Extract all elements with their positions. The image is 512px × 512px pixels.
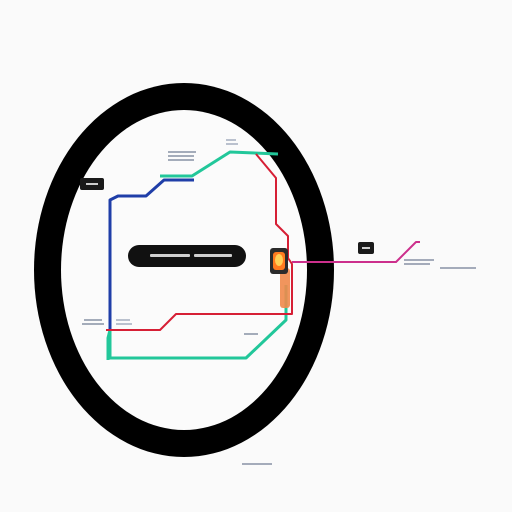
teal-route bbox=[106, 285, 288, 360]
center-bar-glyphs bbox=[150, 254, 232, 257]
scribble-right bbox=[404, 259, 476, 269]
red-route bbox=[106, 153, 293, 331]
lamp-strip bbox=[280, 268, 290, 308]
blue-route bbox=[108, 178, 194, 330]
magenta-route bbox=[292, 241, 420, 263]
tag-left bbox=[80, 178, 104, 190]
inner-field bbox=[61, 110, 307, 430]
scribble-left bbox=[82, 319, 132, 325]
scribble-top bbox=[168, 139, 238, 161]
teal-route-top bbox=[160, 150, 279, 178]
tag-right bbox=[358, 242, 374, 254]
lamp-icon bbox=[270, 248, 288, 274]
